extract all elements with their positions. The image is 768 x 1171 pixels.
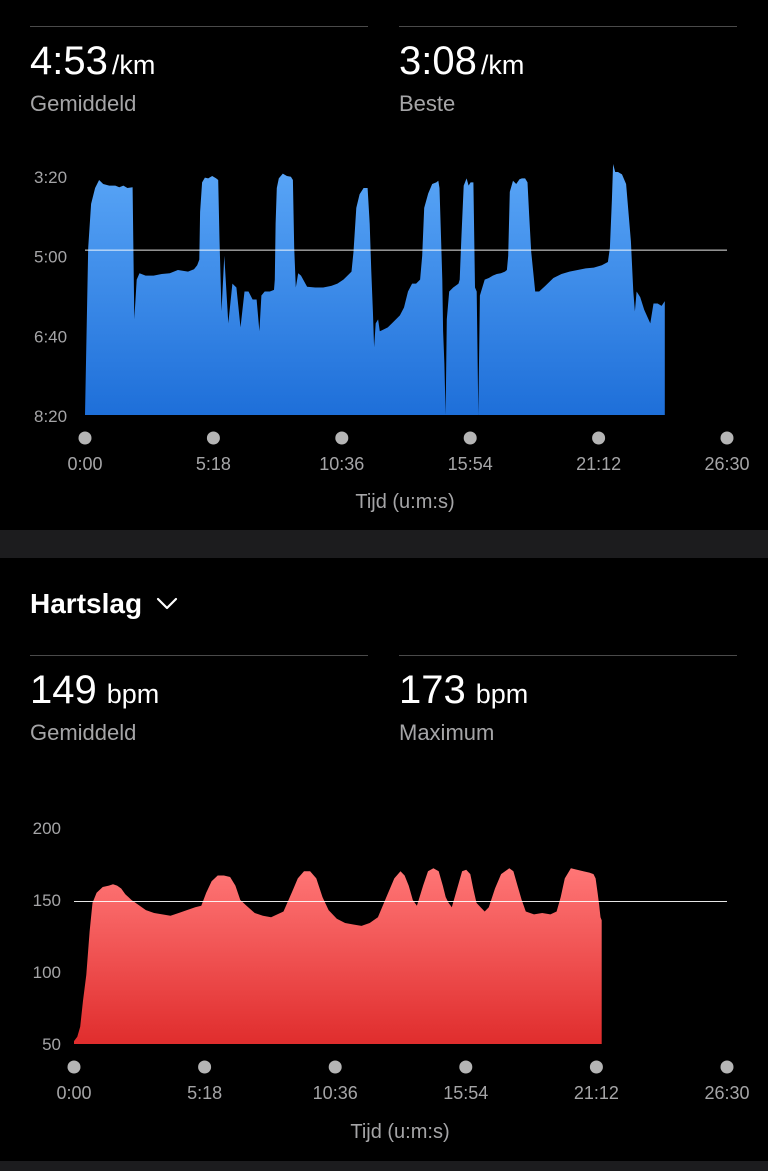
average-pace-label: Gemiddeld	[30, 91, 137, 116]
stat-divider	[399, 655, 737, 656]
pace-x-tick-dot	[78, 431, 92, 445]
pace-y-tick-label: 6:40	[34, 327, 67, 346]
pace-area-series	[85, 164, 665, 415]
average-heart-rate-value-row: 149 bpm	[30, 670, 368, 714]
average-heart-rate-label: Gemiddeld	[30, 720, 137, 745]
stat-divider	[30, 26, 368, 27]
heart-rate-dropdown[interactable]: Hartslag	[30, 588, 178, 620]
pace-y-tick-label: 8:20	[34, 407, 67, 426]
heart-rate-x-tick-dot	[67, 1060, 81, 1074]
heart-rate-x-tick-dot	[198, 1060, 212, 1074]
best-pace-value: 3:08	[399, 39, 477, 83]
max-heart-rate-value: 173	[399, 668, 466, 712]
average-pace-value-row: 4:53/km	[30, 41, 368, 85]
heart-rate-y-tick-label: 100	[33, 963, 61, 982]
max-heart-rate-label: Maximum	[399, 720, 495, 745]
average-heart-rate-unit: bpm	[106, 679, 160, 709]
stat-divider	[399, 26, 737, 27]
stat-divider	[30, 655, 368, 656]
heart-rate-y-tick-label: 50	[42, 1035, 61, 1054]
pace-y-tick-label: 5:00	[34, 248, 67, 267]
heart-rate-x-tick-label: 0:00	[56, 1083, 91, 1103]
pace-x-tick-label: 15:54	[448, 454, 493, 474]
pace-y-tick-label: 3:20	[34, 168, 67, 187]
pace-x-tick-dot	[720, 431, 734, 445]
heart-rate-y-tick-label: 150	[33, 891, 61, 910]
average-pace-stat: 4:53/km Gemiddeld	[30, 26, 368, 117]
heart-rate-x-tick-label: 21:12	[574, 1083, 619, 1103]
pace-x-tick-label: 0:00	[67, 454, 102, 474]
average-pace-value: 4:53	[30, 39, 108, 83]
average-heart-rate-stat: 149 bpm Gemiddeld	[30, 655, 368, 746]
bottom-divider	[0, 1161, 768, 1171]
chevron-down-icon	[156, 597, 178, 610]
pace-x-axis-title: Tijd (u:m:s)	[355, 491, 454, 513]
heart-rate-x-tick-label: 10:36	[313, 1083, 358, 1103]
heart-rate-section: Hartslag 149 bpm Gemiddeld 173 bpm Maximum…	[0, 558, 768, 1161]
heart-rate-title: Hartslag	[30, 588, 143, 619]
section-divider	[0, 530, 768, 558]
heart-rate-x-tick-dot	[589, 1060, 603, 1074]
pace-x-tick-dot	[206, 431, 220, 445]
heart-rate-x-tick-dot	[459, 1060, 473, 1074]
heart-rate-chart[interactable]: 50 100 150 200 0:00 5:18 10:36 15:54 21:12 26:30…	[0, 808, 768, 1161]
heart-rate-y-tick-label: 200	[33, 819, 61, 838]
best-pace-value-row: 3:08/km	[399, 41, 737, 85]
pace-x-tick-label: 10:36	[319, 454, 364, 474]
heart-rate-x-axis-title: Tijd (u:m:s)	[350, 1121, 449, 1143]
max-heart-rate-value-row: 173 bpm	[399, 670, 737, 714]
heart-rate-x-tick-label: 15:54	[443, 1083, 488, 1103]
pace-chart[interactable]: 3:20 5:00 6:40 8:20 0:00 5:18 10:36 15:54 21:12…	[0, 150, 768, 530]
best-pace-label: Beste	[399, 91, 456, 116]
best-pace-unit: /km	[480, 50, 525, 80]
heart-rate-area-series	[74, 868, 602, 1044]
heart-rate-x-tick-dot	[328, 1060, 342, 1074]
pace-x-tick-dot	[592, 431, 606, 445]
pace-section: 4:53/km Gemiddeld 3:08/km Beste 3:20 5:00…	[0, 0, 768, 530]
best-pace-stat: 3:08/km Beste	[399, 26, 737, 117]
heart-rate-x-tick-label: 26:30	[704, 1083, 749, 1103]
average-pace-unit: /km	[111, 50, 156, 80]
max-heart-rate-stat: 173 bpm Maximum	[399, 655, 737, 746]
average-heart-rate-value: 149	[30, 668, 97, 712]
pace-x-tick-label: 26:30	[704, 454, 749, 474]
heart-rate-x-tick-label: 5:18	[187, 1083, 222, 1103]
pace-x-tick-label: 5:18	[196, 454, 231, 474]
max-heart-rate-unit: bpm	[475, 679, 529, 709]
pace-x-tick-label: 21:12	[576, 454, 621, 474]
pace-x-tick-dot	[463, 431, 477, 445]
heart-rate-x-tick-dot	[720, 1060, 734, 1074]
pace-x-tick-dot	[335, 431, 349, 445]
